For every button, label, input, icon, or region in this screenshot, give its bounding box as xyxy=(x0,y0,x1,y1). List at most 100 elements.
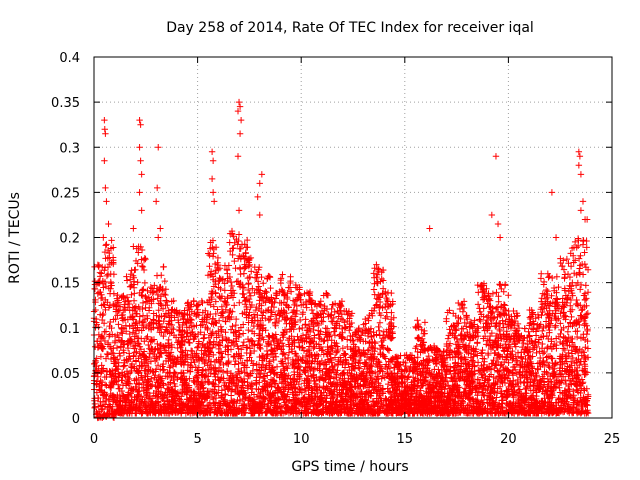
data-point xyxy=(239,330,247,337)
data-point xyxy=(103,368,111,375)
data-point xyxy=(91,263,98,271)
data-point xyxy=(97,294,105,302)
data-point xyxy=(128,282,135,289)
data-point xyxy=(122,399,129,406)
data-point xyxy=(228,282,236,290)
data-point xyxy=(93,378,101,385)
data-point xyxy=(106,403,114,410)
data-point xyxy=(125,375,132,383)
data-point xyxy=(206,251,213,259)
data-point xyxy=(126,330,133,338)
data-point xyxy=(113,405,121,413)
data-point xyxy=(122,380,130,387)
data-point xyxy=(333,348,341,355)
data-point xyxy=(91,404,98,412)
data-point xyxy=(135,391,142,398)
data-point xyxy=(103,272,111,280)
data-point xyxy=(134,393,141,400)
data-point xyxy=(114,409,122,416)
data-point xyxy=(294,333,301,340)
data-point xyxy=(414,317,421,324)
data-point xyxy=(153,272,161,279)
data-point xyxy=(133,375,140,383)
data-point xyxy=(115,321,122,328)
data-point xyxy=(102,306,109,314)
data-point xyxy=(215,383,222,390)
data-point xyxy=(106,322,113,330)
data-point xyxy=(140,256,148,264)
data-point xyxy=(144,389,151,396)
data-point xyxy=(331,308,338,316)
data-point xyxy=(114,291,121,299)
data-point xyxy=(102,328,110,335)
data-point xyxy=(382,315,389,322)
data-point xyxy=(101,337,109,345)
data-point xyxy=(122,322,130,329)
data-point xyxy=(95,277,103,285)
data-point xyxy=(459,308,467,315)
data-point xyxy=(133,245,140,252)
data-point xyxy=(141,279,149,287)
data-point xyxy=(121,301,128,308)
data-point xyxy=(91,343,99,350)
data-point xyxy=(108,349,116,357)
data-point xyxy=(120,363,127,370)
data-point xyxy=(93,389,101,396)
data-point xyxy=(132,310,140,318)
data-point xyxy=(134,334,141,342)
data-point xyxy=(141,353,149,360)
data-point xyxy=(128,291,135,298)
data-point xyxy=(130,352,137,359)
data-point xyxy=(134,278,141,286)
data-point xyxy=(92,298,99,306)
data-point xyxy=(135,367,143,374)
data-point xyxy=(267,284,274,292)
data-point xyxy=(107,383,115,390)
data-point xyxy=(138,321,146,329)
data-point xyxy=(114,331,121,339)
data-point xyxy=(245,280,252,288)
data-point xyxy=(132,320,139,327)
data-point xyxy=(132,327,140,334)
data-point xyxy=(127,355,134,363)
data-point xyxy=(97,377,104,385)
data-point xyxy=(134,260,141,267)
data-point xyxy=(95,262,103,269)
data-point xyxy=(133,386,140,393)
data-point xyxy=(139,299,147,307)
data-point xyxy=(123,294,131,301)
data-point xyxy=(129,272,137,279)
data-point xyxy=(187,347,195,354)
data-point xyxy=(128,360,136,368)
data-point xyxy=(106,411,113,418)
data-point xyxy=(279,271,286,278)
data-point xyxy=(264,351,271,358)
data-point xyxy=(114,393,121,401)
data-point xyxy=(128,399,135,406)
data-point xyxy=(134,324,141,331)
data-point xyxy=(142,298,150,306)
data-point xyxy=(112,356,119,363)
data-point xyxy=(135,326,143,334)
data-point xyxy=(132,266,139,273)
data-point xyxy=(126,307,133,314)
data-point xyxy=(113,378,120,385)
data-point xyxy=(165,336,172,344)
data-point xyxy=(376,319,384,326)
data-point xyxy=(229,323,236,330)
data-point xyxy=(118,337,126,344)
data-point xyxy=(138,358,145,366)
data-point xyxy=(138,246,146,254)
data-point xyxy=(138,262,146,270)
data-point xyxy=(133,319,140,326)
chart-title: Day 258 of 2014, Rate Of TEC Index for r… xyxy=(166,20,534,36)
data-point xyxy=(127,406,134,414)
data-point xyxy=(116,352,124,360)
data-point xyxy=(98,344,105,352)
data-point xyxy=(210,250,217,257)
data-point xyxy=(161,277,169,285)
data-point xyxy=(113,295,121,302)
data-point xyxy=(113,303,120,310)
data-point xyxy=(135,370,142,377)
data-point xyxy=(123,273,130,280)
